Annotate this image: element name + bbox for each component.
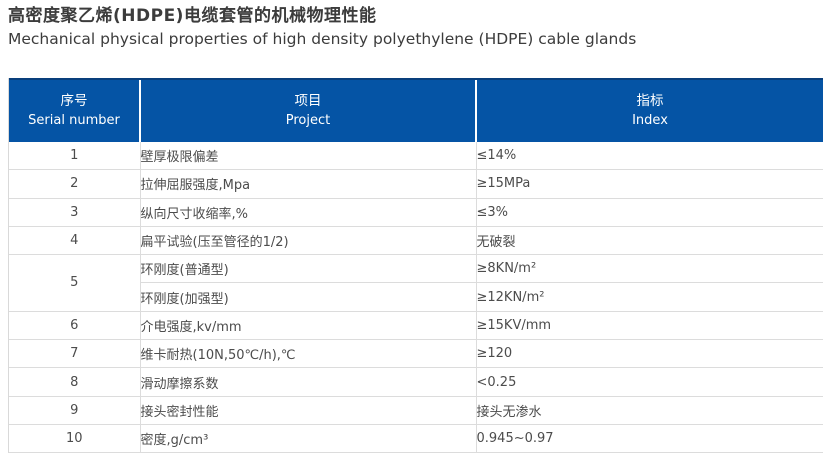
table-row: 1 壁厚极限偏差 ≤14% <box>9 142 823 171</box>
index-cell: ≥12KN/m² <box>476 282 823 312</box>
properties-table: 序号 Serial number 项目 Project 指标 Index 1 壁厚… <box>9 78 823 454</box>
table-row: 4 扁平试验(压至管径的1/2) 无破裂 <box>9 226 823 256</box>
header-cell-project: 项目 Project <box>139 78 476 142</box>
index-cell: 无破裂 <box>476 226 823 256</box>
index-cell: 0.945~0.97 <box>476 424 823 454</box>
header-index-en: Index <box>632 113 668 128</box>
header-cell-serial: 序号 Serial number <box>9 78 140 142</box>
page-title-en: Mechanical physical properties of high d… <box>8 29 637 48</box>
header-serial-zh: 序号 <box>60 93 88 109</box>
project-cell: 维卡耐热(10N,50℃/h),℃ <box>140 339 477 369</box>
table-header: 序号 Serial number 项目 Project 指标 Index <box>9 78 823 142</box>
serial-cell: 6 <box>9 311 141 341</box>
project-cell: 介电强度,kv/mm <box>140 311 477 341</box>
project-cell: 接头密封性能 <box>140 396 477 425</box>
index-cell: ≥15MPa <box>476 169 823 199</box>
index-cell: ≥8KN/m² <box>476 254 823 284</box>
serial-cell: 5 <box>9 254 141 312</box>
table-row: 8 滑动摩擦系数 <0.25 <box>9 367 823 397</box>
project-cell: 密度,g/cm³ <box>140 424 477 454</box>
properties-table-wrap: 序号 Serial number 项目 Project 指标 Index 1 壁厚… <box>8 78 823 454</box>
table-row: 10 密度,g/cm³ 0.945~0.97 <box>9 424 823 454</box>
table-row: 9 接头密封性能 接头无渗水 <box>9 396 823 425</box>
project-cell: 环刚度(加强型) <box>140 282 477 312</box>
index-cell: ≤14% <box>476 142 823 171</box>
index-cell: <0.25 <box>476 367 823 397</box>
project-cell: 纵向尺寸收缩率,% <box>140 198 477 227</box>
table-body: 1 壁厚极限偏差 ≤14% 2 拉伸屈服强度,Mpa ≥15MPa 3 纵向尺寸收缩率,% ≤3… <box>9 142 823 454</box>
table-row: 5 环刚度(普通型) ≥8KN/m² <box>9 254 823 312</box>
index-cell: 接头无渗水 <box>476 396 823 425</box>
header-cell-index: 指标 Index <box>475 78 823 142</box>
serial-cell: 1 <box>9 142 141 171</box>
serial-cell: 7 <box>9 339 141 369</box>
project-cell: 拉伸屈服强度,Mpa <box>140 169 477 199</box>
project-cell: 滑动摩擦系数 <box>140 367 477 397</box>
serial-cell: 9 <box>9 396 141 425</box>
page-title-zh: 高密度聚乙烯(HDPE)电缆套管的机械物理性能 <box>8 6 377 26</box>
project-cell: 环刚度(普通型) <box>140 254 477 284</box>
serial-cell: 4 <box>9 226 141 256</box>
index-cell: ≥15KV/mm <box>476 311 823 341</box>
table-header-row: 序号 Serial number 项目 Project 指标 Index <box>9 78 823 142</box>
header-project-zh: 项目 <box>294 93 322 109</box>
table-row: 7 维卡耐热(10N,50℃/h),℃ ≥120 <box>9 339 823 369</box>
header-serial-en: Serial number <box>28 113 120 128</box>
table-row: 3 纵向尺寸收缩率,% ≤3% <box>9 198 823 227</box>
page-title-block: 高密度聚乙烯(HDPE)电缆套管的机械物理性能 Mechanical physi… <box>8 5 820 49</box>
header-project-en: Project <box>285 113 331 128</box>
index-cell: ≤3% <box>476 198 823 227</box>
table-row: 6 介电强度,kv/mm ≥15KV/mm <box>9 311 823 341</box>
serial-cell: 10 <box>9 424 141 454</box>
serial-cell: 3 <box>9 198 141 227</box>
header-index-zh: 指标 <box>636 93 664 109</box>
table-row: 2 拉伸屈服强度,Mpa ≥15MPa <box>9 169 823 199</box>
project-cell: 壁厚极限偏差 <box>140 142 477 171</box>
index-cell: ≥120 <box>476 339 823 369</box>
project-cell: 扁平试验(压至管径的1/2) <box>140 226 477 256</box>
serial-cell: 2 <box>9 169 141 199</box>
table-row: 环刚度(加强型) ≥12KN/m² <box>9 282 823 312</box>
serial-cell: 8 <box>9 367 141 397</box>
